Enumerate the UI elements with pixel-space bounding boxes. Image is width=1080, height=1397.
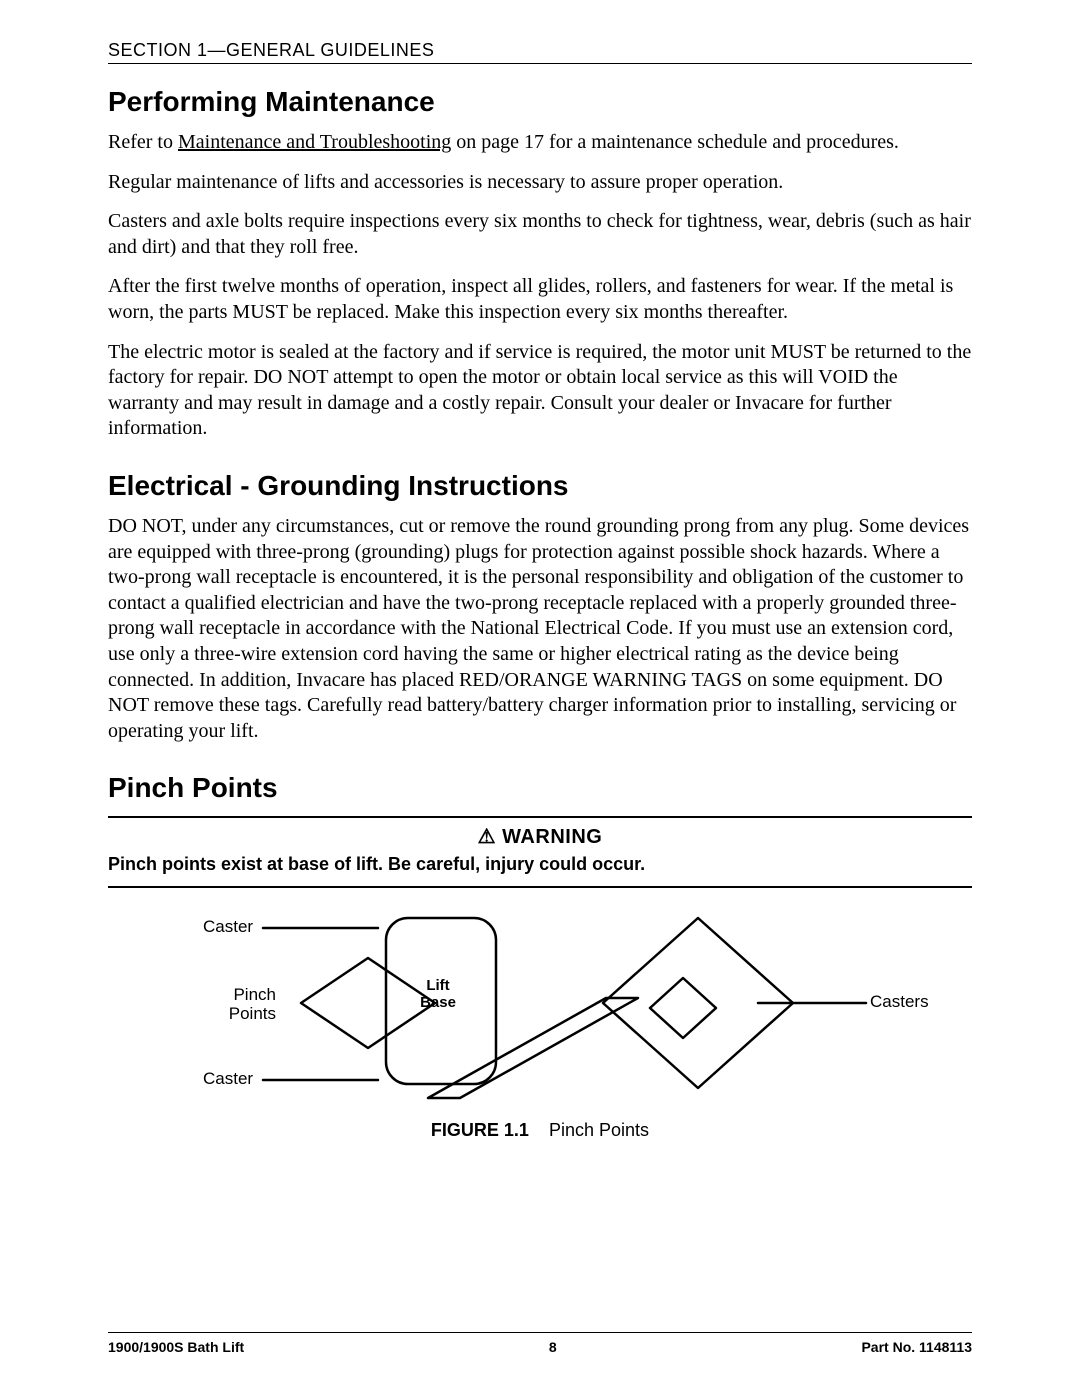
figure-caption: FIGURE 1.1 Pinch Points [108,1120,972,1141]
label-caster-top: Caster [203,918,253,937]
figure-number: FIGURE 1.1 [431,1120,529,1140]
heading-electrical-grounding: Electrical - Grounding Instructions [108,470,972,502]
footer-left: 1900/1900S Bath Lift [108,1339,244,1355]
warning-icon: ⚠ [478,826,496,848]
warning-box: ⚠ WARNING Pinch points exist at base of … [108,816,972,888]
footer-rule [108,1332,972,1333]
warning-title: ⚠ WARNING [108,824,972,849]
label-casters-right: Casters [870,993,929,1012]
label-line: Base [420,994,456,1011]
label-line: Pinch [233,985,276,1004]
warning-label: WARNING [502,826,602,848]
maintenance-para-4: After the first twelve months of operati… [108,274,972,325]
footer-right: Part No. 1148113 [861,1339,972,1355]
maintenance-para-5: The electric motor is sealed at the fact… [108,340,972,442]
heading-pinch-points: Pinch Points [108,772,972,804]
maintenance-para-3: Casters and axle bolts require inspectio… [108,209,972,260]
label-pinch-points: Pinch Points [216,986,276,1023]
maintenance-para-2: Regular maintenance of lifts and accesso… [108,170,972,196]
label-lift-base: Lift Base [408,978,468,1011]
footer-page-number: 8 [549,1339,557,1355]
pinch-points-diagram: Caster Pinch Points Caster Lift Base Cas… [108,908,972,1118]
figure-title: Pinch Points [549,1120,649,1140]
section-header: SECTION 1—GENERAL GUIDELINES [108,40,972,61]
label-line: Points [229,1004,276,1023]
text-span: Refer to [108,131,178,153]
electrical-para-1: DO NOT, under any circumstances, cut or … [108,514,972,744]
header-rule [108,63,972,64]
page-footer: 1900/1900S Bath Lift 8 Part No. 1148113 [108,1332,972,1355]
label-caster-bottom: Caster [203,1070,253,1089]
warning-text: Pinch points exist at base of lift. Be c… [108,853,972,876]
text-span: on page 17 for a maintenance schedule an… [451,131,899,153]
link-maintenance-troubleshooting: Maintenance and Troubleshooting [178,131,451,153]
maintenance-para-1: Refer to Maintenance and Troubleshooting… [108,130,972,156]
label-line: Lift [426,977,449,994]
heading-performing-maintenance: Performing Maintenance [108,86,972,118]
